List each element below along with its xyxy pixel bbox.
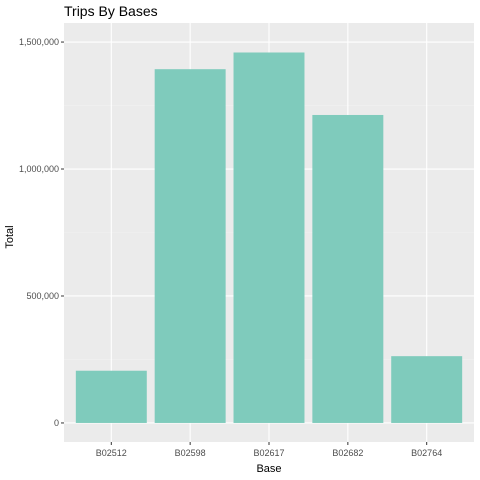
- x-tick-label: B02598: [175, 448, 206, 458]
- y-axis-label: Total: [4, 225, 16, 248]
- bar: [234, 52, 305, 422]
- y-axis: 0 500,000 1,000,000 1,500,000: [19, 37, 64, 428]
- x-tick-label: B02512: [96, 448, 127, 458]
- x-axis-label: Base: [256, 463, 281, 475]
- bar: [76, 371, 147, 423]
- y-tick-label: 0: [54, 418, 59, 428]
- bar: [391, 356, 462, 423]
- x-axis: B02512 B02598 B02617 B02682 B02764: [96, 442, 442, 458]
- y-tick-label: 1,500,000: [19, 37, 59, 47]
- x-tick-label: B02764: [411, 448, 442, 458]
- bar: [312, 115, 383, 423]
- y-tick-label: 500,000: [26, 291, 59, 301]
- chart-title: Trips By Bases: [64, 3, 158, 19]
- x-tick-label: B02682: [332, 448, 363, 458]
- bar: [155, 69, 226, 423]
- y-tick-label: 1,000,000: [19, 164, 59, 174]
- x-tick-label: B02617: [253, 448, 284, 458]
